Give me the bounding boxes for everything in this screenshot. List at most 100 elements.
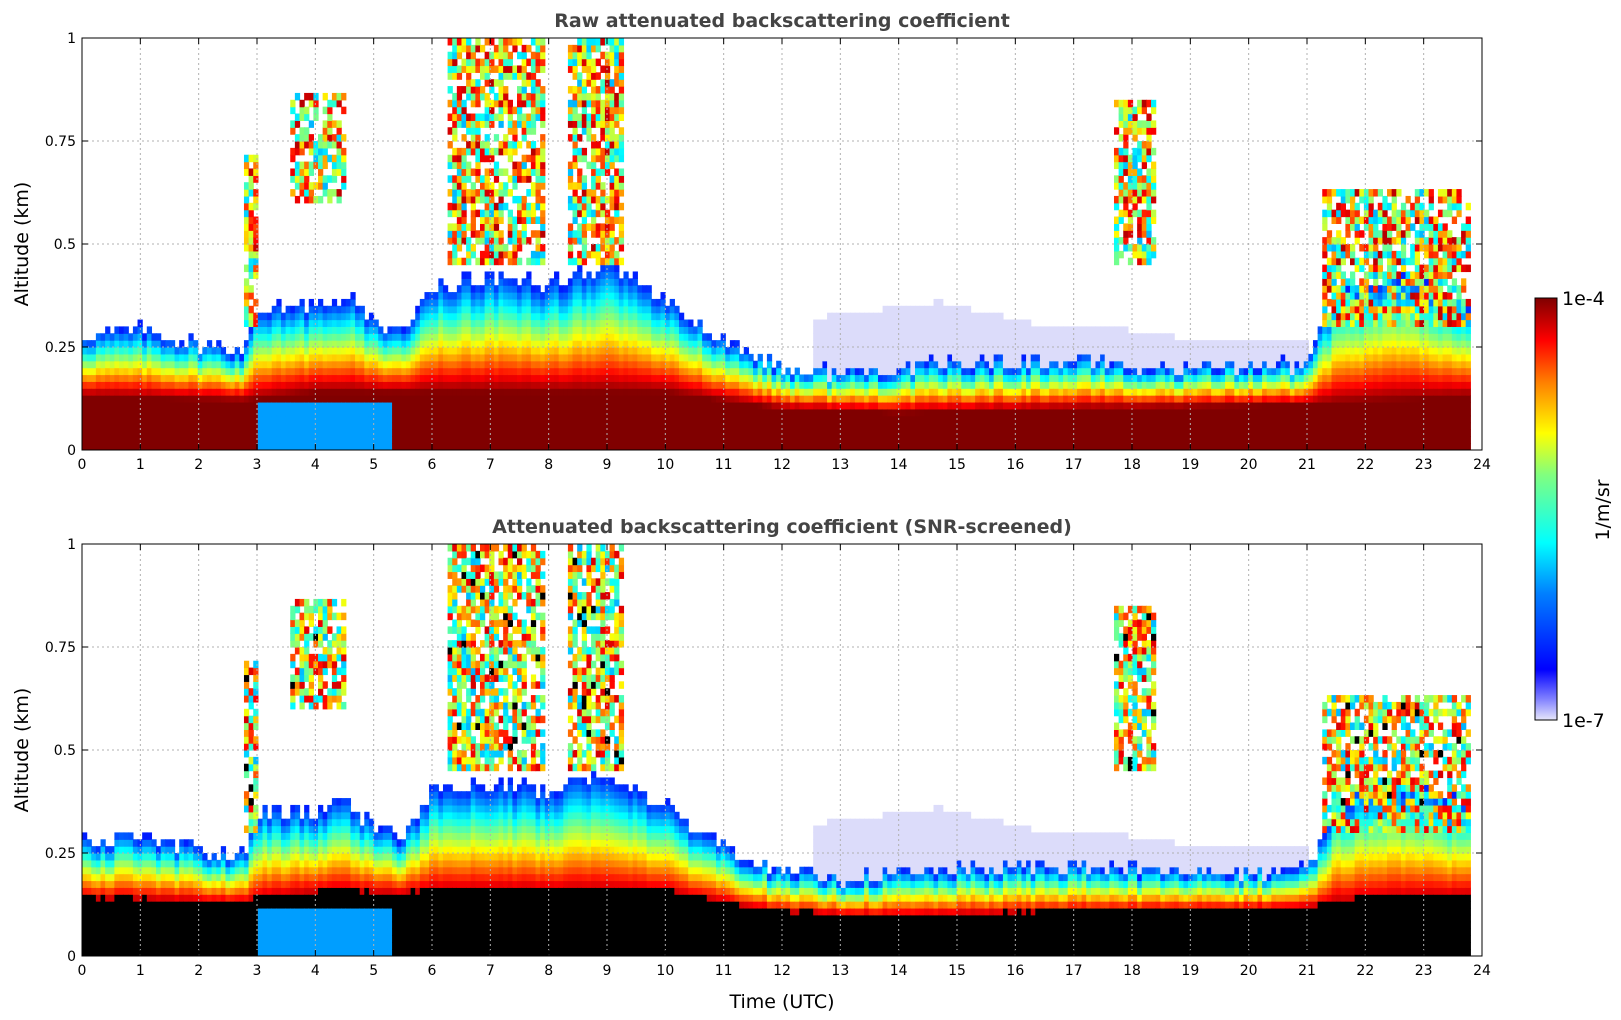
backscatter-cell <box>447 99 453 108</box>
backscatter-cell <box>378 360 384 369</box>
backscatter-cell <box>466 305 472 314</box>
backscatter-cell <box>517 38 523 46</box>
backscatter-cell <box>526 58 532 67</box>
backscatter-cell <box>517 388 523 396</box>
backscatter-cell <box>156 340 162 348</box>
backscatter-cell <box>618 374 625 382</box>
backscatter-cell <box>928 388 935 396</box>
backscatter-cell <box>410 443 416 450</box>
backscatter-cell <box>479 257 486 266</box>
backscatter-cell <box>628 333 634 341</box>
backscatter-cell <box>776 388 782 396</box>
backscatter-cell <box>507 436 513 444</box>
backscatter-cell <box>493 443 500 450</box>
backscatter-cell <box>216 436 222 444</box>
backscatter-cell <box>160 408 166 417</box>
backscatter-cell <box>956 395 962 403</box>
backscatter-cell <box>493 367 500 376</box>
backscatter-cell <box>142 340 148 348</box>
backscatter-cell <box>484 154 490 163</box>
backscatter-cell <box>660 415 666 424</box>
backscatter-cell <box>100 443 106 450</box>
backscatter-cell <box>540 65 546 73</box>
backscatter-cell <box>234 388 240 396</box>
backscatter-cell <box>498 216 504 224</box>
backscatter-cell <box>512 161 518 170</box>
backscatter-cell <box>243 353 250 362</box>
backscatter-cell <box>100 374 106 382</box>
backscatter-cell <box>169 388 176 396</box>
backscatter-cell <box>507 298 513 307</box>
backscatter-cell <box>359 415 365 424</box>
backscatter-cell <box>378 374 384 382</box>
backscatter-cell <box>396 353 402 362</box>
backscatter-cell <box>609 175 615 183</box>
backscatter-cell <box>734 443 740 450</box>
backscatter-cell <box>493 113 500 121</box>
backscatter-cell <box>618 443 625 450</box>
backscatter-cell <box>304 141 310 149</box>
backscatter-cell <box>572 408 578 417</box>
backscatter-cell <box>470 216 476 224</box>
backscatter-cell <box>387 408 393 417</box>
backscatter-cell <box>632 312 638 321</box>
backscatter-cell <box>831 408 837 417</box>
backscatter-cell <box>183 353 190 362</box>
backscatter-cell <box>938 429 944 437</box>
backscatter-cell <box>299 436 305 444</box>
backscatter-cell <box>813 401 819 410</box>
backscatter-cell <box>669 429 675 437</box>
backscatter-cell <box>586 79 592 87</box>
backscatter-cell <box>442 319 449 327</box>
backscatter-cell <box>91 422 97 430</box>
backscatter-cell <box>882 401 888 410</box>
backscatter-cell <box>373 319 379 327</box>
backscatter-cell <box>970 401 976 410</box>
backscatter-cell <box>595 257 601 266</box>
backscatter-cell <box>470 333 476 341</box>
backscatter-cell <box>609 360 615 369</box>
backscatter-cell <box>243 244 250 252</box>
backscatter-cell <box>868 367 874 376</box>
backscatter-cell <box>822 388 828 396</box>
backscatter-cell <box>285 443 291 450</box>
backscatter-cell <box>424 408 430 417</box>
backscatter-cell <box>151 360 157 369</box>
backscatter-cell <box>128 401 134 410</box>
backscatter-cell <box>762 381 768 389</box>
backscatter-cell <box>910 347 916 355</box>
backscatter-cell <box>498 257 504 266</box>
backscatter-cell <box>169 353 176 362</box>
backscatter-cell <box>984 395 990 403</box>
backscatter-cell <box>854 422 861 430</box>
backscatter-cell <box>517 51 523 60</box>
backscatter-cell <box>299 401 305 410</box>
backscatter-cell <box>165 347 171 355</box>
backscatter-cell <box>318 154 324 163</box>
backscatter-cell <box>813 443 819 450</box>
backscatter-cell <box>248 436 254 444</box>
backscatter-cell <box>840 333 847 341</box>
backscatter-cell <box>253 216 259 224</box>
backscatter-cell <box>442 305 449 314</box>
backscatter-cell <box>822 347 828 355</box>
backscatter-cell <box>989 333 995 341</box>
backscatter-cell <box>271 436 277 444</box>
backscatter-cell <box>498 250 504 259</box>
backscatter-cell <box>970 333 976 341</box>
backscatter-cell <box>581 230 588 238</box>
backscatter-cell <box>822 374 828 382</box>
backscatter-cell <box>1002 347 1009 355</box>
backscatter-cell <box>345 326 352 334</box>
backscatter-cell <box>651 395 657 403</box>
backscatter-cell <box>558 401 564 410</box>
backscatter-cell <box>683 367 689 376</box>
backscatter-cell <box>572 58 578 67</box>
backscatter-cell <box>382 340 389 348</box>
backscatter-cell <box>142 408 148 417</box>
backscatter-cell <box>304 312 310 321</box>
backscatter-cell <box>470 326 476 334</box>
backscatter-cell <box>470 113 476 121</box>
backscatter-cell <box>604 257 611 266</box>
backscatter-cell <box>493 161 500 170</box>
